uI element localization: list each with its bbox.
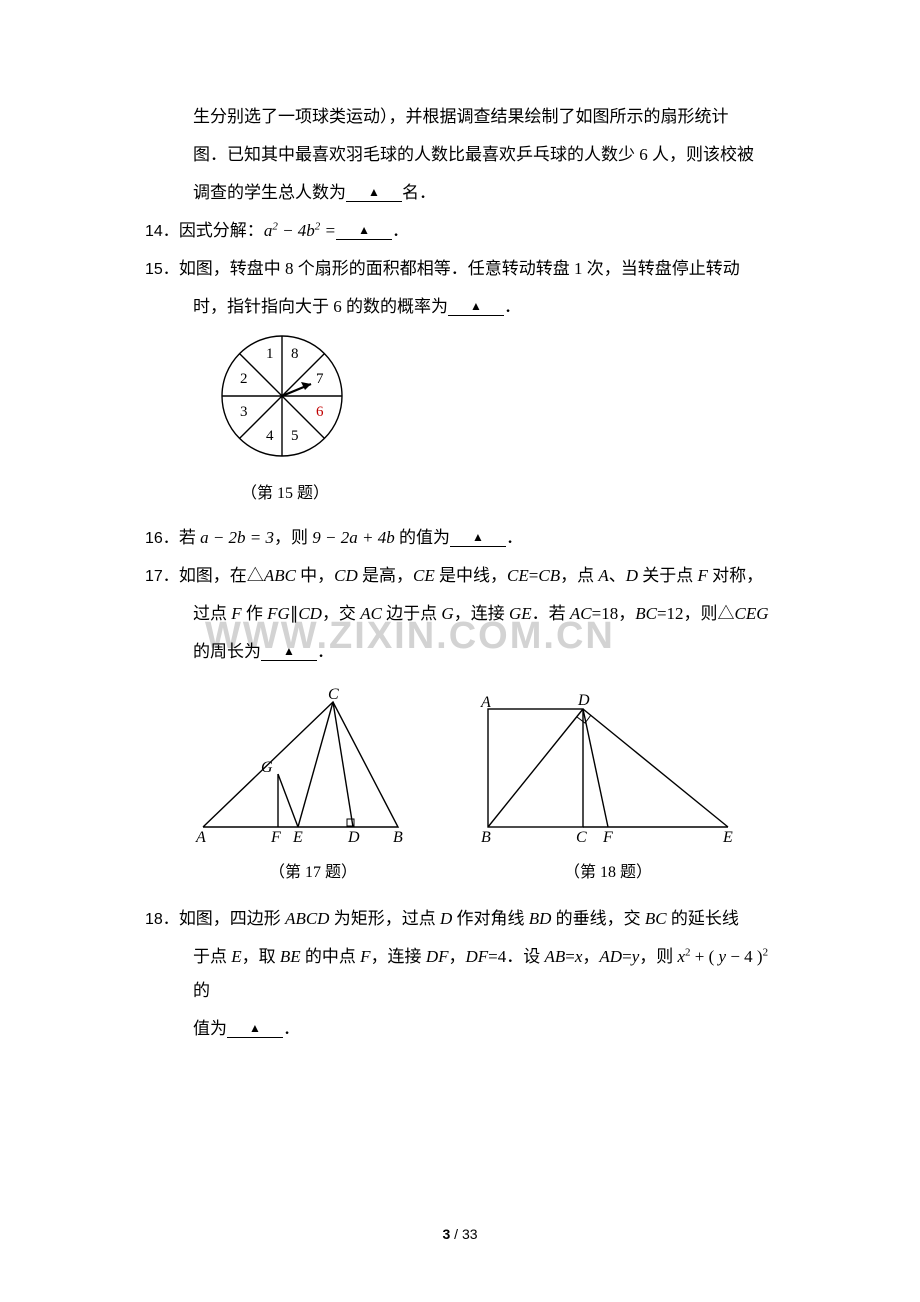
q16-postpre: 的值为 [399,528,450,547]
q13-blank: ▲ [346,184,402,202]
page-number: 3 / 33 [0,1226,920,1242]
q16: 16．若 a − 2b = 3，则 9 − 2a + 4b 的值为 ▲ ． [145,521,775,555]
q13-cont-line2: 图．已知其中最喜欢羽毛球的人数比最喜欢乒乓球的人数少 6 人，则该校被 [145,138,775,172]
q15-text1: 如图，转盘中 8 个扇形的面积都相等．任意转动转盘 1 次，当转盘停止转动 [179,259,740,278]
q15-line2: 时，指针指向大于 6 的数的概率为 ▲ ． [145,290,775,324]
lbl18-D: D [577,692,590,709]
spinner-icon: 1 2 3 4 5 6 7 8 [215,328,355,468]
q15-figure: 1 2 3 4 5 6 7 8 （第 15 题） [145,328,425,503]
q13-cont-line3: 调查的学生总人数为▲名． [145,176,775,210]
q17-line3: 的周长为 ▲ ． [145,635,775,669]
lbl-A: A [195,829,206,846]
q18-line1: 18．如图，四边形 ABCD 为矩形，过点 D 作对角线 BD 的垂线，交 BC… [145,902,775,936]
q18-t2: 于点 E，取 BE 的中点 F，连接 DF，DF=4．设 AB=x，AD=y，则… [193,947,768,1000]
sector-8: 8 [291,346,299,362]
triangle-17-icon: A F E D B C G [193,687,433,847]
q17-line2: 过点 F 作 FG∥CD，交 AC 边于点 G，连接 GE．若 AC=18，BC… [145,597,775,631]
q15-blank: ▲ [448,298,504,316]
q14-blank: ▲ [336,222,392,240]
lbl18-F: F [602,829,613,846]
lbl-D: D [347,829,360,846]
q16-expr2: 9 − 2a + 4b [308,528,399,547]
q18-line2: 于点 E，取 BE 的中点 F，连接 DF，DF=4．设 AB=x，AD=y，则… [145,940,775,1008]
q15-line1: 15．如图，转盘中 8 个扇形的面积都相等．任意转动转盘 1 次，当转盘停止转动 [145,252,775,286]
lbl-F: F [270,829,281,846]
q16-post2: ． [506,528,523,547]
lbl-G: G [261,759,273,776]
q15-text2-pre: 时，指针指向大于 6 的数的概率为 [193,297,448,316]
q15-caption: （第 15 题） [145,479,425,503]
q13-cont3-pre: 调查的学生总人数为 [193,183,346,202]
q18-figure: A D B C F E （第 18 题） [473,687,743,882]
page-content: 生分别选了一项球类运动），并根据调查结果绘制了如图所示的扇形统计 图．已知其中最… [145,100,775,1046]
q17-t1: 如图，在△ABC 中，CD 是高，CE 是中线，CE=CB，点 A、D 关于点 … [179,566,763,585]
q16-blank: ▲ [450,529,506,547]
q17-blank: ▲ [261,643,317,661]
q13-cont3-post: 名． [402,183,436,202]
page-total: 33 [462,1226,478,1242]
sector-1: 1 [266,346,274,362]
q17-line1: 17．如图，在△ABC 中，CD 是高，CE 是中线，CE=CB，点 A、D 关… [145,559,775,593]
q14-pre: 因式分解： [179,221,264,240]
q14-post: ． [392,221,409,240]
q15-text2-post: ． [504,297,521,316]
q16-expr1: a − 2b = 3 [200,528,274,547]
q17-t3-post: ． [317,642,334,661]
q18-t3-post: ． [283,1019,300,1038]
page-current: 3 [442,1226,450,1242]
lbl18-E: E [722,829,733,846]
pointer-icon [282,382,311,396]
q16-mid: ，则 [274,528,308,547]
lbl-B: B [393,829,403,846]
q17-t3-pre: 的周长为 [193,642,261,661]
q15-num: 15． [145,261,179,278]
sector-5: 5 [291,428,299,444]
q17-figure: A F E D B C G （第 17 题） [193,687,433,882]
q16-num: 16． [145,530,179,547]
lbl18-B: B [481,829,491,846]
sector-2: 2 [240,371,248,387]
sector-4: 4 [266,428,274,444]
sector-3: 3 [240,404,248,420]
q18-num: 18． [145,911,179,928]
q18-t1: 如图，四边形 ABCD 为矩形，过点 D 作对角线 BD 的垂线，交 BC 的延… [179,909,739,928]
sector-7: 7 [316,371,324,387]
lbl18-A: A [480,694,491,711]
rect-18-icon: A D B C F E [473,687,743,847]
q14: 14．因式分解：a2 − 4b2 = ▲ ． [145,214,775,248]
q18-blank: ▲ [227,1020,283,1038]
q17-caption: （第 17 题） [193,858,433,882]
lbl18-C: C [576,829,587,846]
q14-expr: a2 − 4b2 = [264,221,336,240]
q13-cont-line1: 生分别选了一项球类运动），并根据调查结果绘制了如图所示的扇形统计 [145,100,775,134]
lbl-E: E [292,829,303,846]
sector-6: 6 [316,404,324,420]
q16-pre: 若 [179,528,200,547]
q18-t3-pre: 值为 [193,1019,227,1038]
q17-t2: 过点 F 作 FG∥CD，交 AC 边于点 G，连接 GE．若 AC=18，BC… [193,604,769,623]
q17-num: 17． [145,568,179,585]
q18-line3: 值为 ▲ ． [145,1012,775,1046]
figure-row: A F E D B C G （第 17 题） A D [193,687,775,882]
q18-caption: （第 18 题） [473,858,743,882]
lbl-C: C [328,687,339,703]
q14-num: 14． [145,223,179,240]
